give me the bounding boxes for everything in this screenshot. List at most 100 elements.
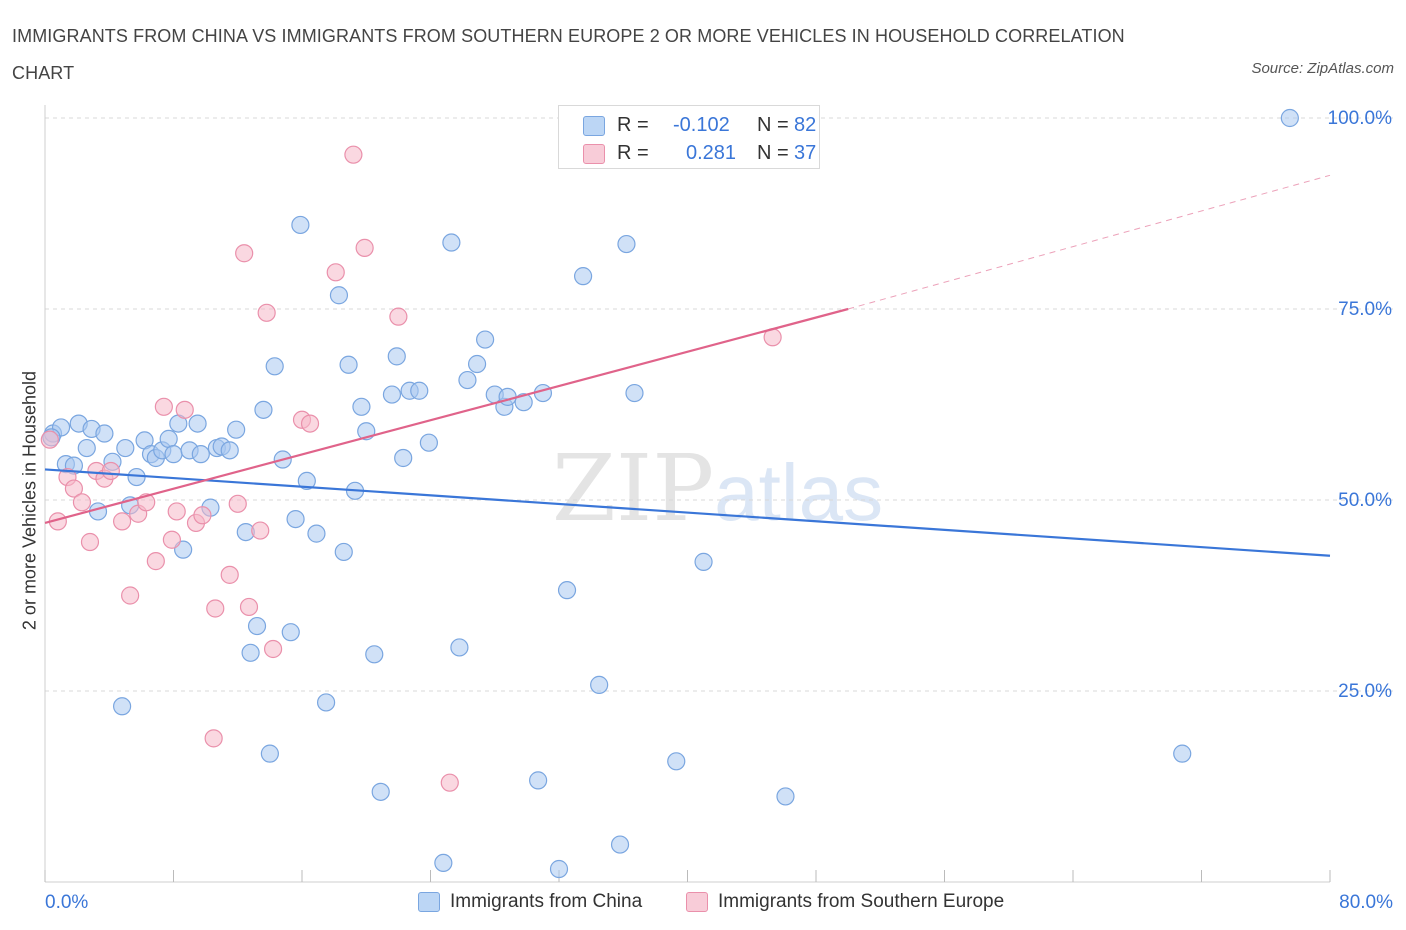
china-point xyxy=(549,859,569,879)
china-point xyxy=(191,445,210,464)
europe-point xyxy=(355,238,374,257)
europe-point xyxy=(239,597,259,617)
china-point xyxy=(112,697,132,716)
europe-point xyxy=(193,506,212,525)
china-point xyxy=(458,370,477,390)
bottom-legend-label-china: Immigrants from China xyxy=(450,891,643,912)
china-point xyxy=(557,581,577,600)
china-point xyxy=(590,675,609,694)
europe-point xyxy=(80,532,100,552)
bottom-legend-europe: Immigrants from Southern Europe xyxy=(686,888,1004,916)
china-point xyxy=(442,233,461,252)
europe-trend-line xyxy=(44,307,849,524)
europe-point xyxy=(167,502,186,521)
y-axis-label: 2 or more Vehicles in Household xyxy=(19,370,40,631)
china-point xyxy=(434,853,453,873)
china-point xyxy=(394,448,413,468)
x-tick-label: 0.0% xyxy=(45,892,88,913)
europe-point xyxy=(112,512,132,531)
china-point xyxy=(498,387,517,406)
europe-point xyxy=(228,494,247,513)
china-point xyxy=(410,381,429,400)
china-point xyxy=(188,414,207,433)
europe-point xyxy=(251,521,270,540)
legend-swatch-europe xyxy=(583,144,605,164)
china-point xyxy=(450,638,469,657)
china-point xyxy=(1280,108,1299,128)
china-point xyxy=(387,347,406,366)
china-point xyxy=(247,616,267,636)
europe-point xyxy=(40,430,59,449)
china-point xyxy=(617,234,636,254)
europe-point xyxy=(206,599,225,618)
europe-point xyxy=(300,414,320,433)
legend-swatch-china xyxy=(583,116,605,136)
legend-r-label: R = xyxy=(617,114,649,136)
legend-r-value: 0.281 xyxy=(686,142,737,164)
europe-point xyxy=(263,639,283,659)
europe-point xyxy=(101,461,120,481)
china-point xyxy=(265,357,284,376)
europe-point xyxy=(175,400,194,419)
legend-r-label: R = xyxy=(617,142,649,164)
china-point xyxy=(694,552,713,571)
china-point xyxy=(529,771,548,790)
china-point xyxy=(254,400,273,419)
china-point xyxy=(286,509,305,529)
legend-n-value: 37 xyxy=(794,142,817,164)
europe-point xyxy=(154,397,173,416)
china-point xyxy=(382,385,402,404)
china-point xyxy=(329,286,349,305)
legend-r-value: -0.102 xyxy=(673,114,730,136)
bottom-legend-china: Immigrants from China xyxy=(418,888,642,916)
europe-trend-extension xyxy=(847,174,1331,310)
china-point xyxy=(419,433,438,452)
china-point xyxy=(227,420,246,439)
chart-title: IMMIGRANTS FROM CHINA VS IMMIGRANTS FROM… xyxy=(12,26,1125,83)
legend-n-value: 82 xyxy=(794,114,817,136)
europe-point xyxy=(146,552,165,571)
china-point xyxy=(260,744,279,763)
y-tick-label: 75.0% xyxy=(1338,299,1392,320)
china-point xyxy=(281,623,300,642)
china-point xyxy=(159,429,178,448)
source-label: Source: ZipAtlas.com xyxy=(1251,60,1394,77)
europe-point xyxy=(64,479,84,498)
y-tick-label: 50.0% xyxy=(1338,490,1392,511)
china-point xyxy=(297,471,316,490)
china-point xyxy=(514,393,533,412)
china-point xyxy=(533,383,553,403)
china-point xyxy=(116,438,135,458)
china-point xyxy=(476,330,495,349)
china-point xyxy=(352,397,371,416)
china-point xyxy=(77,438,96,458)
china-trend-line xyxy=(44,468,1331,557)
china-point xyxy=(316,693,336,712)
china-point xyxy=(365,645,384,664)
europe-point xyxy=(162,530,181,549)
europe-point xyxy=(389,307,408,326)
europe-point xyxy=(326,263,345,282)
china-point xyxy=(339,355,358,374)
y-tick-label: 25.0% xyxy=(1338,681,1392,702)
europe-point xyxy=(257,303,276,322)
europe-point xyxy=(204,729,223,748)
europe-point xyxy=(344,145,363,164)
china-point xyxy=(610,835,630,854)
china-point xyxy=(467,354,487,374)
europe-point xyxy=(440,773,459,792)
china-point xyxy=(164,445,183,464)
china-point xyxy=(667,752,686,771)
china-point xyxy=(291,215,310,235)
europe-point xyxy=(235,244,254,263)
china-point xyxy=(241,643,260,662)
x-tick-label: 80.0% xyxy=(1339,892,1393,913)
europe-point xyxy=(220,565,239,584)
bottom-legend-label-europe: Immigrants from Southern Europe xyxy=(718,891,1005,912)
china-point xyxy=(95,424,114,443)
china-point xyxy=(307,524,326,543)
china-point xyxy=(776,787,795,806)
china-point xyxy=(220,441,239,460)
watermark-zip: ZIP xyxy=(552,435,715,542)
